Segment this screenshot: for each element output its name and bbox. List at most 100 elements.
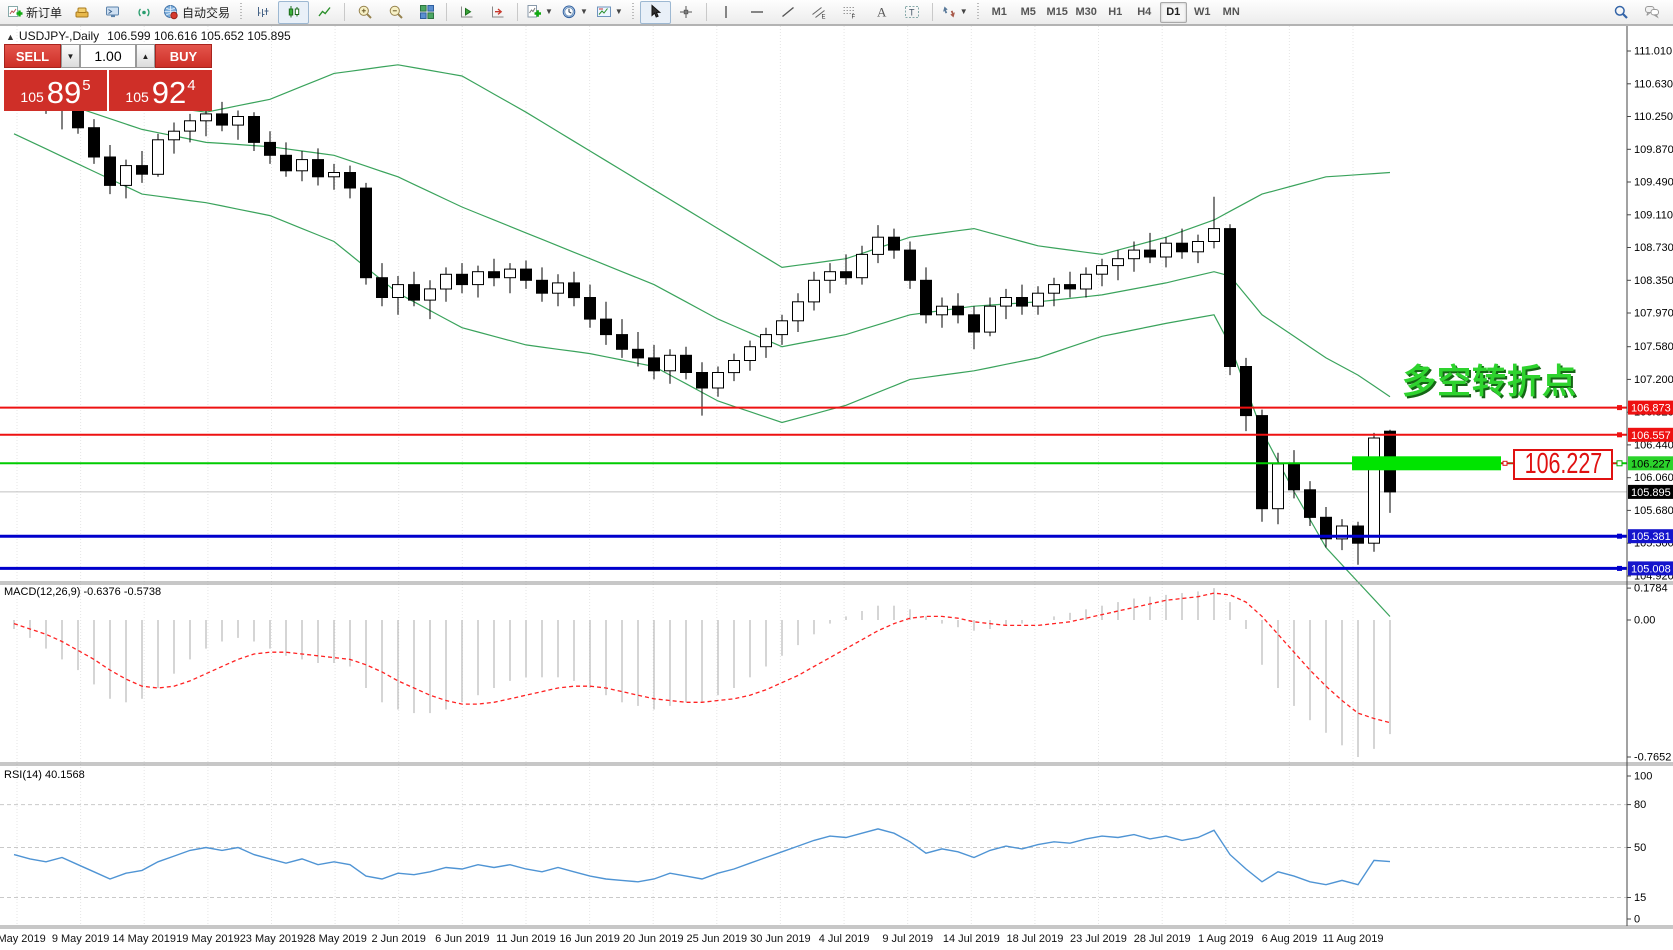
svg-text:109.110: 109.110 — [1634, 209, 1673, 221]
terminal-button[interactable] — [97, 1, 128, 24]
svg-text:14 Jul 2019: 14 Jul 2019 — [943, 933, 1000, 945]
signal-button[interactable] — [128, 1, 159, 24]
toolbar-grip[interactable] — [975, 3, 981, 21]
candle-chart-button[interactable] — [278, 0, 310, 24]
cursor-button[interactable] — [639, 0, 671, 24]
text-button[interactable]: A — [866, 1, 897, 24]
timeframe-M1-button[interactable]: M1 — [991, 6, 1007, 18]
green-line-handle[interactable] — [1616, 460, 1623, 467]
new-order-button[interactable]: 新订单 — [3, 1, 66, 24]
svg-text:107.970: 107.970 — [1634, 308, 1673, 320]
axis-price-box: 105.008 — [1628, 561, 1673, 576]
green-highlight-zone[interactable] — [1352, 456, 1501, 471]
macd-axis-label: 0.1784 — [1634, 583, 1668, 595]
crosshair-button[interactable] — [671, 1, 702, 24]
svg-text:107.580: 107.580 — [1634, 341, 1673, 353]
horizontal-line-button[interactable] — [742, 1, 773, 24]
zoom-in-button[interactable] — [349, 1, 380, 24]
buy-quote[interactable]: 105 92 4 — [109, 70, 212, 111]
svg-text:16 Jun 2019: 16 Jun 2019 — [559, 933, 620, 945]
sell-price-point: 5 — [82, 77, 91, 94]
sell-button[interactable]: SELL — [4, 44, 61, 68]
svg-text:6 Jun 2019: 6 Jun 2019 — [435, 933, 489, 945]
tile-windows-button[interactable] — [411, 1, 442, 24]
axis-price-box: 105.381 — [1628, 529, 1673, 544]
svg-text:1 Aug 2019: 1 Aug 2019 — [1198, 933, 1254, 945]
periods-icon — [562, 5, 576, 19]
timeframe-MN-button[interactable]: MN — [1222, 6, 1240, 18]
macd-axis-label: 0.00 — [1634, 615, 1655, 627]
gold-button[interactable] — [66, 1, 97, 24]
fibonacci-icon: F — [843, 7, 856, 20]
svg-text:109.490: 109.490 — [1634, 177, 1673, 189]
tile-windows-icon — [419, 5, 434, 19]
svg-text:A: A — [877, 5, 887, 20]
periods-button[interactable]: ▼ — [557, 1, 592, 24]
candles[interactable] — [8, 51, 1396, 565]
arrows-button[interactable]: ▼ — [937, 1, 972, 24]
rsi-axis-label: 0 — [1634, 914, 1640, 926]
price-callout-106227[interactable]: 106.227 — [1513, 449, 1613, 480]
line-handle[interactable] — [1617, 533, 1622, 539]
svg-text:111.010: 111.010 — [1634, 46, 1672, 58]
svg-text:19 May 2019: 19 May 2019 — [176, 933, 240, 945]
toolbar-grip[interactable] — [630, 3, 636, 21]
timeframe-W1-button[interactable]: W1 — [1193, 6, 1211, 18]
svg-text:20 Jun 2019: 20 Jun 2019 — [623, 933, 684, 945]
bollinger-middle-band[interactable] — [13, 90, 1391, 398]
svg-text:23 May 2019: 23 May 2019 — [240, 933, 304, 945]
channel-button[interactable]: E — [804, 1, 835, 24]
macd-histogram — [13, 588, 1391, 757]
text-label-button[interactable]: T — [897, 1, 928, 24]
volume-input[interactable]: 1.00 — [80, 44, 136, 68]
autotrade-button[interactable]: 自动交易 — [159, 1, 234, 24]
collapse-icon[interactable]: ▲ — [6, 32, 15, 42]
cursor-icon — [651, 4, 662, 18]
timeframe-M30-button[interactable]: M30 — [1075, 6, 1097, 18]
price-axis-labels[interactable]: 111.010 110.630 110.250 109.870 109.490 109.1… — [1627, 46, 1673, 583]
svg-text:105.895: 105.895 — [1631, 487, 1671, 499]
terminal-icon — [105, 6, 119, 18]
svg-text:E: E — [822, 15, 826, 21]
auto-scroll-icon — [460, 6, 473, 18]
search-button[interactable] — [1605, 1, 1636, 24]
macd-signal-line — [13, 592, 1391, 724]
chart-shift-button[interactable] — [482, 1, 513, 24]
buy-price-point: 4 — [187, 77, 196, 94]
timeframe-D1-button[interactable]: D1 — [1159, 1, 1187, 23]
price-callout-text: 106.227 — [1524, 449, 1602, 480]
bollinger-upper-band[interactable] — [13, 46, 1391, 269]
volume-decrease-button[interactable]: ▼ — [61, 44, 80, 68]
toolbar-grip[interactable] — [238, 3, 244, 21]
auto-scroll-button[interactable] — [451, 1, 482, 24]
buy-button[interactable]: BUY — [155, 44, 212, 68]
sell-quote[interactable]: 105 89 5 — [4, 70, 109, 111]
svg-text:105.381: 105.381 — [1631, 531, 1671, 543]
vertical-line-button[interactable] — [711, 1, 742, 24]
toolbar-separator — [344, 3, 346, 21]
arrows-icon — [942, 6, 955, 18]
timeframe-M15-button[interactable]: M15 — [1046, 6, 1068, 18]
community-chat-button[interactable] — [1636, 1, 1667, 24]
fibonacci-button[interactable]: F — [835, 1, 866, 24]
line-chart-button[interactable] — [309, 1, 340, 24]
indicators-button[interactable]: ▼ — [522, 1, 557, 24]
line-handle[interactable] — [1617, 565, 1622, 571]
trendline-button[interactable] — [773, 1, 804, 24]
templates-button[interactable]: ▼ — [592, 1, 627, 24]
turning-point-annotation[interactable]: 多空转折点 — [1402, 363, 1577, 401]
timeframe-H4-button[interactable]: H4 — [1137, 6, 1152, 18]
timeframe-M5-button[interactable]: M5 — [1020, 6, 1036, 18]
bar-chart-button[interactable] — [247, 1, 278, 24]
volume-increase-button[interactable]: ▲ — [136, 44, 155, 68]
timeframe-H1-button[interactable]: H1 — [1108, 6, 1123, 18]
line-handle[interactable] — [1617, 405, 1622, 411]
tag-handle[interactable] — [1502, 460, 1508, 466]
zoom-out-button[interactable] — [380, 1, 411, 24]
svg-text:T: T — [909, 8, 915, 18]
line-handle[interactable] — [1617, 432, 1622, 438]
axis-price-box: 106.557 — [1628, 427, 1673, 442]
svg-text:109.870: 109.870 — [1634, 144, 1673, 156]
